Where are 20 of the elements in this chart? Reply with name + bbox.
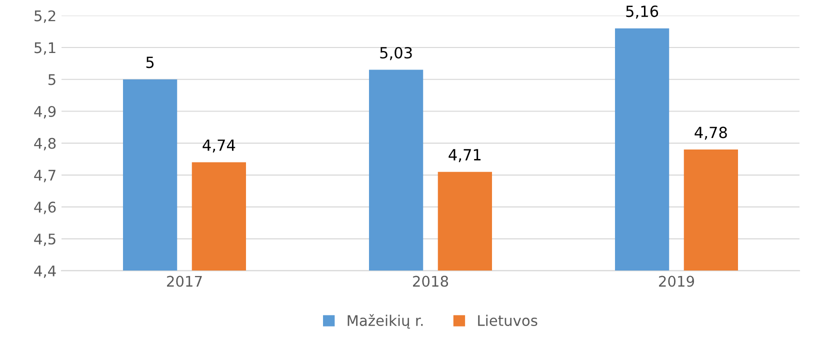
data-label: 5,03 <box>380 46 412 60</box>
legend-label: Lietuvos <box>478 314 538 326</box>
x-tick-label: 2019 <box>659 276 694 287</box>
x-tick-label: 2017 <box>167 276 202 287</box>
y-tick-label: 5,2 <box>34 10 56 23</box>
data-label: 5,16 <box>626 6 658 19</box>
y-tick-label: 4,5 <box>34 234 56 246</box>
data-label: 5 <box>146 56 154 68</box>
y-tick-label: 4,4 <box>34 266 56 278</box>
y-tick-label: 4,6 <box>34 202 56 214</box>
data-label: 4,78 <box>694 126 727 140</box>
data-label: 4,74 <box>202 140 236 153</box>
y-tick-label: 5,1 <box>34 42 56 55</box>
y-tick-label: 5 <box>48 74 56 86</box>
data-label: 4,71 <box>448 149 481 162</box>
y-tick-label: 4,7 <box>34 170 56 182</box>
legend-label: Mažeikių r. <box>348 314 423 329</box>
y-tick-label: 4,9 <box>34 106 56 118</box>
x-tick-label: 2018 <box>413 276 448 287</box>
y-tick-label: 4,8 <box>34 138 56 150</box>
